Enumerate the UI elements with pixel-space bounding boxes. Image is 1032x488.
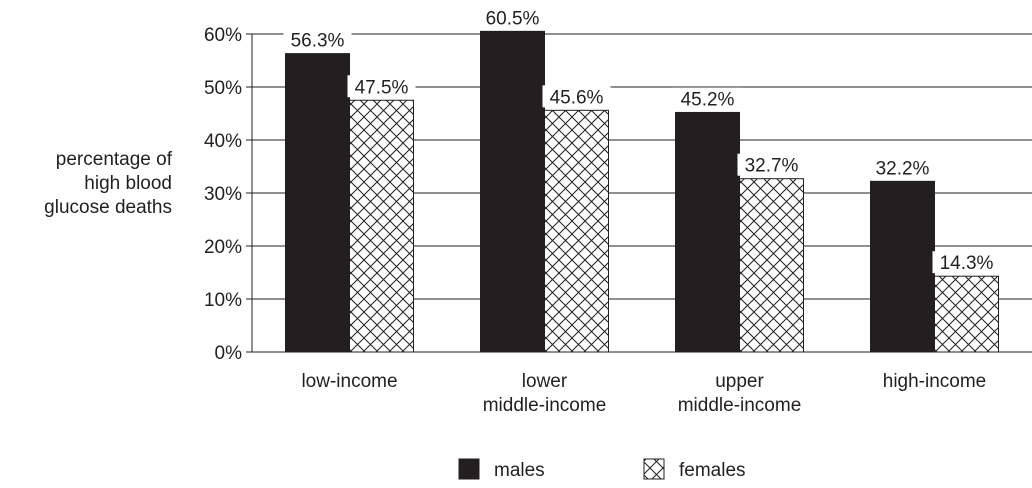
females-legend-swatch: [643, 458, 665, 480]
data-label-background: [347, 75, 416, 98]
females-data-label: 45.6%: [550, 87, 604, 108]
males-bar: [285, 53, 350, 353]
y-tick-label: 40%: [204, 131, 242, 152]
males-bar: [480, 30, 545, 353]
data-label-background: [932, 251, 1001, 274]
y-tick-label: 50%: [204, 78, 242, 99]
legend: males females: [458, 458, 746, 481]
y-tick-label: 0%: [215, 343, 243, 364]
males-data-label: 45.2%: [681, 89, 735, 110]
y-axis-label-line: glucose deaths: [44, 197, 172, 218]
females-bar: [349, 99, 414, 353]
females-data-label: 14.3%: [940, 253, 994, 274]
y-tick-label: 20%: [204, 237, 242, 258]
males-bar: [675, 111, 740, 353]
x-axis-categories: low-income lower middle-income upper middle-…: [301, 371, 986, 416]
data-labels: 56.3% 47.5% 60.5% 45.6% 45.2% 32.7% 32.2% 14.3%: [283, 6, 1001, 274]
males-legend-label: males: [494, 460, 545, 481]
males-bar: [870, 180, 935, 353]
females-legend-label: females: [679, 460, 746, 481]
males-legend-swatch: [458, 458, 480, 480]
category-label: lower: [522, 371, 568, 392]
data-label-background: [478, 6, 547, 29]
females-data-label: 32.7%: [745, 156, 799, 177]
data-label-background: [737, 153, 806, 176]
y-axis-label-line: percentage of: [55, 149, 172, 170]
females-bar: [934, 275, 999, 353]
y-tick-label: 30%: [204, 184, 242, 205]
females-data-label: 47.5%: [355, 77, 409, 98]
data-label-background: [868, 156, 937, 179]
data-label-background: [673, 87, 742, 110]
category-label: low-income: [301, 371, 397, 392]
category-label: upper: [715, 371, 764, 392]
females-bar: [739, 178, 804, 353]
males-data-label: 60.5%: [486, 8, 540, 29]
bars: [285, 30, 999, 353]
males-data-label: 32.2%: [876, 158, 930, 179]
y-tick-label: 60%: [204, 25, 242, 46]
data-label-background: [542, 85, 611, 108]
category-label: high-income: [883, 371, 987, 392]
y-axis-label: percentage of high blood glucose deaths: [0, 148, 172, 220]
y-axis: 0% 10% 20% 30% 40% 50% 60%: [204, 25, 253, 364]
y-tick-label: 10%: [204, 290, 242, 311]
category-label: middle-income: [678, 395, 802, 416]
males-data-label: 56.3%: [291, 31, 345, 52]
females-bar: [544, 109, 609, 353]
y-axis-label-line: high blood: [84, 173, 172, 194]
data-label-background: [283, 28, 352, 51]
category-label: middle-income: [483, 395, 607, 416]
